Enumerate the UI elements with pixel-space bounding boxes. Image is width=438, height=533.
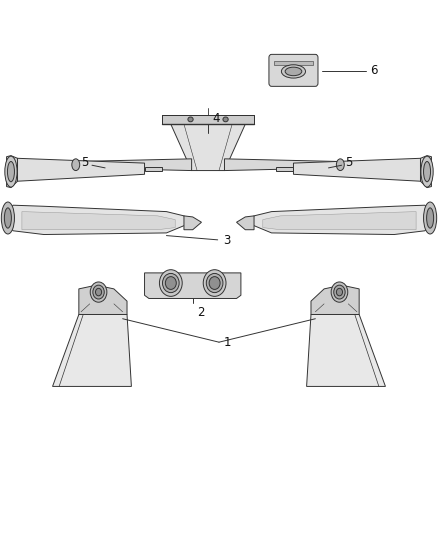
Text: 6: 6 — [370, 64, 378, 77]
Polygon shape — [79, 285, 127, 314]
Ellipse shape — [206, 273, 223, 293]
Ellipse shape — [331, 282, 348, 302]
Ellipse shape — [90, 282, 107, 302]
Text: 5: 5 — [345, 156, 353, 169]
Ellipse shape — [95, 288, 102, 296]
Polygon shape — [9, 205, 188, 235]
Polygon shape — [276, 167, 293, 171]
Ellipse shape — [427, 208, 434, 228]
Polygon shape — [22, 212, 175, 230]
Ellipse shape — [188, 117, 193, 122]
Ellipse shape — [166, 277, 176, 289]
Ellipse shape — [281, 65, 306, 78]
Polygon shape — [171, 124, 245, 171]
FancyBboxPatch shape — [269, 54, 318, 86]
Ellipse shape — [5, 156, 17, 187]
Ellipse shape — [424, 202, 437, 234]
Polygon shape — [18, 158, 145, 181]
Polygon shape — [420, 156, 431, 188]
Text: 4: 4 — [212, 112, 220, 125]
Polygon shape — [184, 216, 201, 230]
Ellipse shape — [424, 161, 431, 182]
Polygon shape — [274, 61, 313, 65]
Polygon shape — [162, 115, 254, 124]
Ellipse shape — [7, 161, 14, 182]
Polygon shape — [224, 159, 339, 171]
Ellipse shape — [336, 288, 343, 296]
Ellipse shape — [334, 285, 345, 299]
Polygon shape — [145, 167, 162, 171]
Polygon shape — [145, 273, 241, 298]
Ellipse shape — [285, 67, 302, 76]
Ellipse shape — [72, 159, 80, 171]
Ellipse shape — [421, 156, 433, 187]
Ellipse shape — [1, 202, 14, 234]
Ellipse shape — [223, 117, 228, 122]
Ellipse shape — [209, 277, 220, 289]
Ellipse shape — [336, 159, 344, 171]
Text: 5: 5 — [81, 156, 88, 169]
Polygon shape — [293, 158, 420, 181]
Ellipse shape — [93, 285, 104, 299]
Text: 2: 2 — [197, 306, 205, 319]
Polygon shape — [237, 216, 254, 230]
Polygon shape — [77, 159, 192, 171]
Ellipse shape — [203, 270, 226, 296]
Text: 1: 1 — [223, 336, 231, 349]
Polygon shape — [53, 314, 131, 386]
Text: 3: 3 — [223, 235, 231, 247]
Ellipse shape — [159, 270, 182, 296]
Polygon shape — [250, 205, 429, 235]
Ellipse shape — [162, 273, 179, 293]
Polygon shape — [307, 314, 385, 386]
Polygon shape — [7, 156, 18, 188]
Polygon shape — [311, 285, 359, 314]
Ellipse shape — [4, 208, 11, 228]
Polygon shape — [263, 212, 416, 230]
